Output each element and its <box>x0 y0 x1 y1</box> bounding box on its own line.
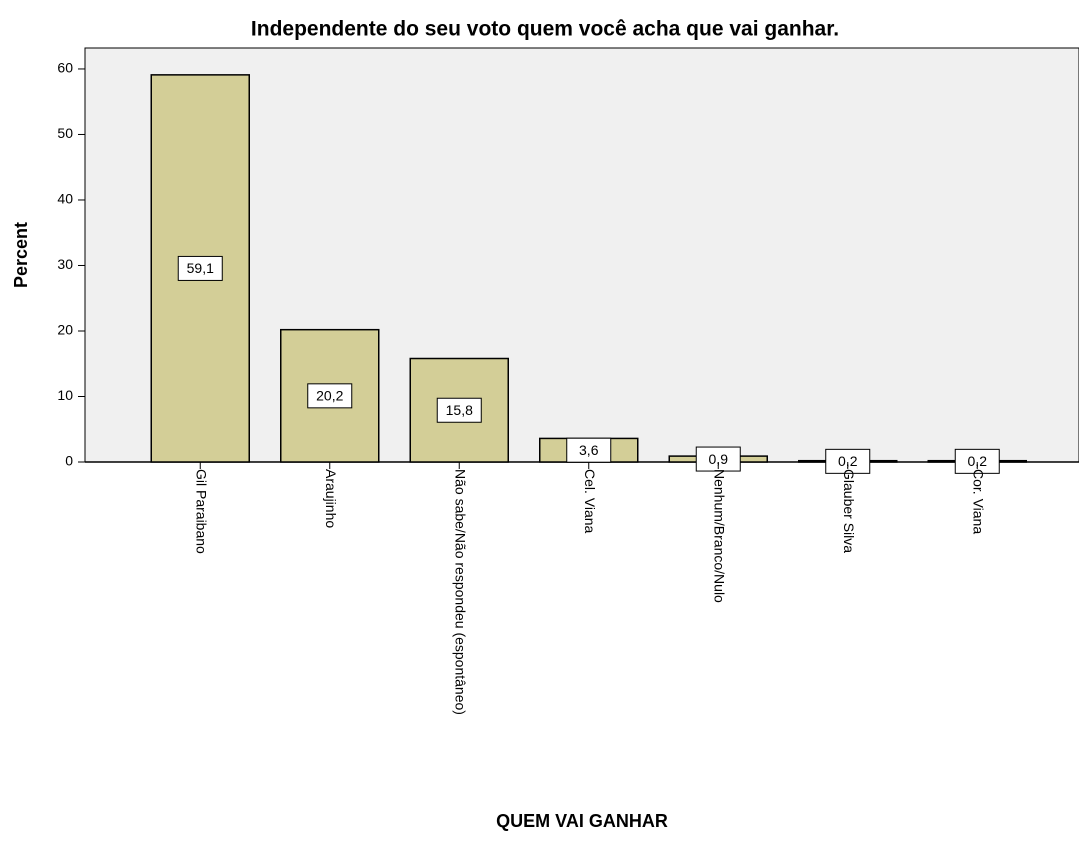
value-label-box <box>307 383 353 409</box>
y-tick-label: 30 <box>57 256 73 272</box>
value-label-box <box>566 437 612 463</box>
value-label: 59,1 <box>187 260 214 276</box>
y-tick-label: 0 <box>65 453 73 469</box>
y-tick-label: 20 <box>57 322 73 338</box>
x-tick-label: Cor. Viana <box>971 469 987 534</box>
plot-area <box>84 47 1079 463</box>
y-tick-label: 50 <box>57 125 73 141</box>
x-axis-title: QUEM VAI GANHAR <box>496 811 668 831</box>
x-tick-label: Gil Paraibano <box>194 469 210 554</box>
value-label: 3,6 <box>579 442 599 458</box>
value-label: 0,2 <box>968 453 988 469</box>
value-label: 0,2 <box>838 453 858 469</box>
value-label-box <box>954 448 1000 474</box>
x-tick-label: Nenhum/Branco/Nulo <box>712 469 728 603</box>
x-tick-label: Araujinho <box>323 469 339 528</box>
value-label-box <box>177 255 223 281</box>
value-label-box <box>825 448 871 474</box>
value-label: 0,9 <box>709 451 729 467</box>
y-tick-label: 40 <box>57 191 73 207</box>
value-label: 15,8 <box>446 402 473 418</box>
y-axis-title: Percent <box>11 222 31 288</box>
y-tick-label: 10 <box>57 387 73 403</box>
x-tick-label: Não sabe/Não respondeu (espontâneo) <box>453 469 469 715</box>
y-tick-label: 60 <box>57 60 73 76</box>
x-tick-label: Cel. Viana <box>582 469 598 534</box>
value-label-box <box>436 397 482 423</box>
x-tick-label: Glauber Silva <box>841 469 857 553</box>
chart-title: Independente do seu voto quem você acha … <box>251 18 839 41</box>
value-label: 20,2 <box>316 388 343 404</box>
